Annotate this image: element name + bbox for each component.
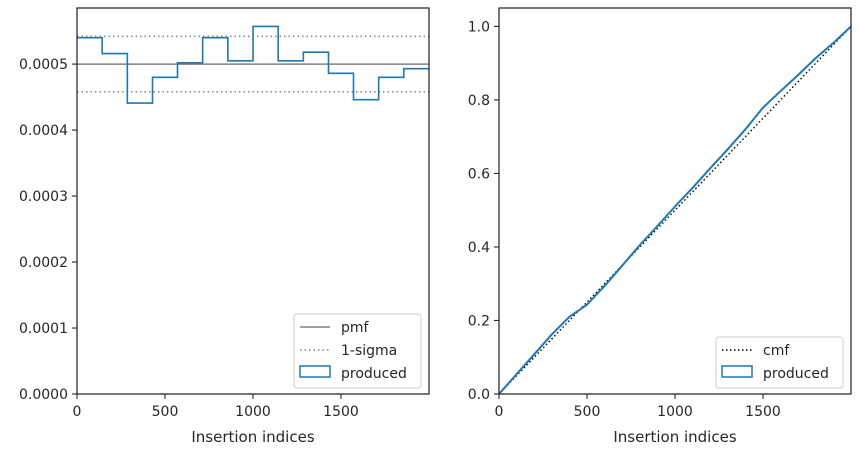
y-tick-label: 0.8 [468,93,490,109]
plot-frame [498,7,852,395]
legend-box [293,313,422,389]
cumulative-panel: 0 500 1000 1500 0.0 0.2 0.4 0.6 0.8 1.0 Insertio… [468,7,852,446]
legend-label-cmf: cmf [763,343,790,359]
x-tick-label: 1500 [745,404,781,420]
y-tick-label: 0.0001 [19,321,68,337]
legend: cmf produced [715,336,844,389]
y-ticks: 0.0000 0.0001 0.0002 0.0003 0.0004 0.0005 [19,57,77,403]
legend-swatch-produced [721,365,753,378]
y-tick-label: 0.4 [468,240,490,256]
y-tick-label: 0.0005 [19,57,68,73]
x-ticks: 0 500 1000 1500 [73,394,359,420]
legend-label-produced: produced [763,366,829,382]
y-tick-label: 0.2 [468,313,490,329]
x-tick-label: 500 [152,404,179,420]
produced-line [498,25,852,395]
y-tick-label: 0.0 [468,387,490,403]
legend-box [715,336,844,389]
x-tick-label: 1000 [657,404,693,420]
y-tick-label: 0.0002 [19,255,68,271]
histogram-panel: 0 500 1000 1500 0.00000.00010.00020.00030.0… [19,7,430,446]
x-tick-label: 1000 [235,404,271,420]
y-tick-label: 1.0 [468,19,490,35]
y-tick-label: 0.6 [468,166,490,182]
legend-swatch-produced [299,365,331,378]
x-ticks: 0 500 1000 1500 [495,394,781,420]
legend-label-produced: produced [341,366,407,382]
y-tick-label: 0.0003 [19,189,68,205]
y-tick-label: 0.0004 [19,123,68,139]
x-tick-label: 500 [574,404,601,420]
x-axis-label: Insertion indices [191,428,314,446]
cmf-line [498,25,852,395]
cumulative-series [498,25,852,395]
histogram-series [77,25,429,104]
x-tick-label: 0 [73,404,82,420]
legend-label-pmf: pmf [341,320,370,336]
y-tick-label: 0.0000 [19,387,68,403]
legend-label-1-sigma: 1-sigma [341,343,397,359]
y-ticks: 0.0 0.2 0.4 0.6 0.8 1.0 [468,19,499,403]
x-axis-label: Insertion indices [613,428,736,446]
legend: pmf 1-sigma produced [293,313,422,389]
x-tick-label: 1500 [323,404,359,420]
x-tick-label: 0 [495,404,504,420]
produced-histogram-step [77,25,429,104]
